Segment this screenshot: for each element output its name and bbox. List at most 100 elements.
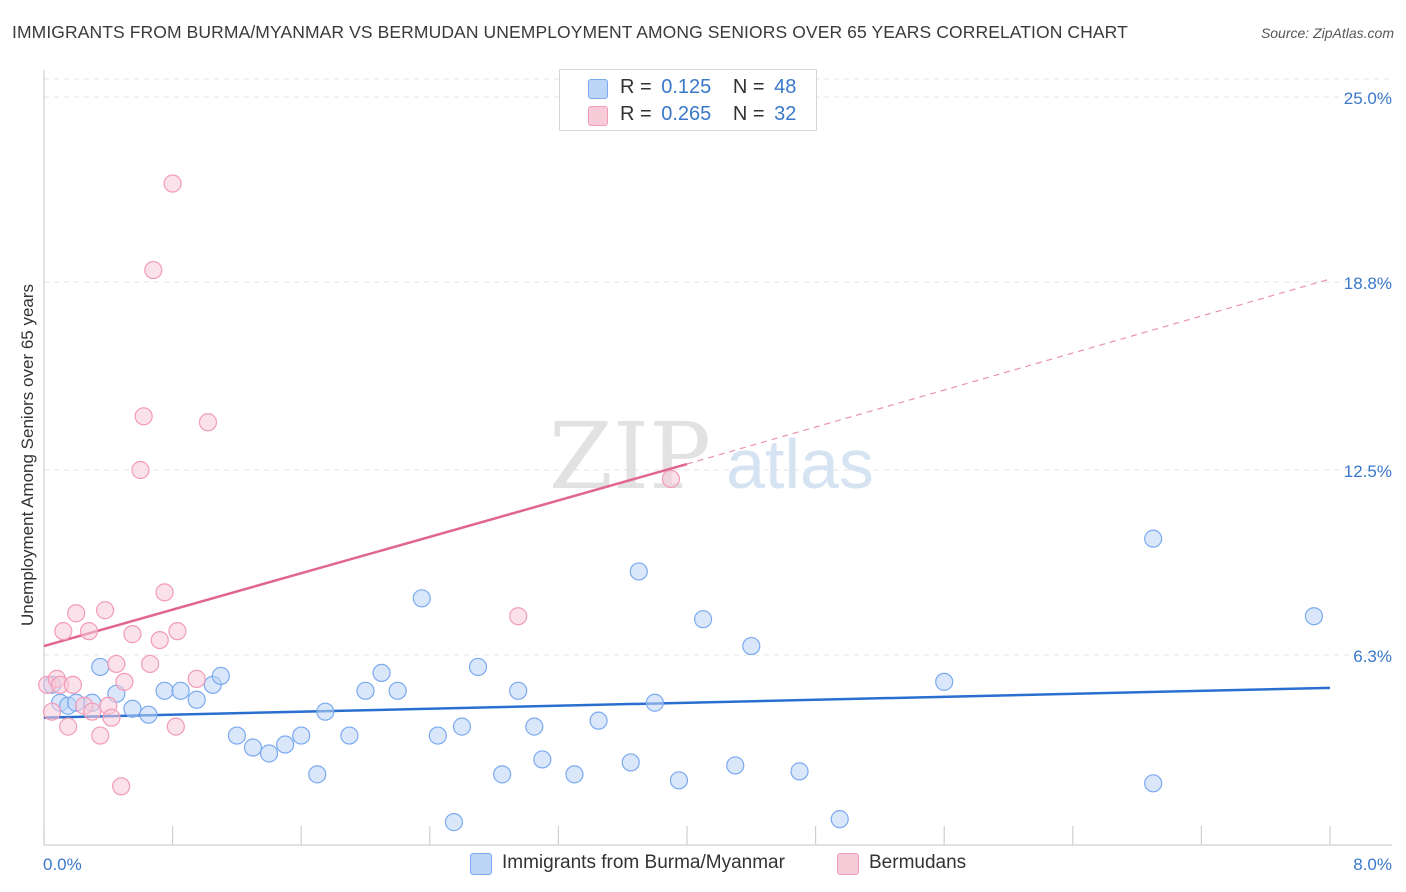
legend-r-label: R =	[620, 76, 652, 98]
point-bermudan	[199, 414, 216, 431]
point-bermudan	[55, 623, 72, 640]
point-burma	[389, 682, 406, 699]
legend-r-value: 0.125	[661, 76, 711, 98]
point-bermudan	[44, 703, 61, 720]
legend-n-value: 32	[774, 103, 796, 125]
point-bermudan	[510, 608, 527, 625]
bottom-legend-label-series2: Bermudans	[869, 852, 966, 874]
point-burma	[261, 745, 278, 762]
point-burma	[172, 682, 189, 699]
point-burma	[445, 814, 462, 831]
bottom-legend-swatch-blue	[470, 853, 492, 875]
point-bermudan	[64, 676, 81, 693]
trend-line-burma	[44, 688, 1330, 718]
point-bermudan	[145, 262, 162, 279]
point-burma	[309, 766, 326, 783]
point-bermudan	[151, 632, 168, 649]
point-burma	[743, 638, 760, 655]
legend-r-label: R =	[620, 103, 652, 125]
point-bermudan	[108, 655, 125, 672]
point-burma	[357, 682, 374, 699]
point-burma	[831, 811, 848, 828]
bottom-legend-label-series1: Immigrants from Burma/Myanmar	[502, 852, 785, 874]
point-burma	[341, 727, 358, 744]
legend: R = 0.125 N = 48 R = 0.265 N = 32	[559, 69, 817, 131]
point-bermudan	[188, 670, 205, 687]
y-tick-label: 6.3%	[1353, 647, 1392, 666]
point-burma	[1145, 530, 1162, 547]
point-bermudan	[103, 709, 120, 726]
point-bermudan	[167, 718, 184, 735]
point-bermudan	[97, 602, 114, 619]
point-burma	[92, 658, 109, 675]
point-burma	[695, 611, 712, 628]
point-burma	[510, 682, 527, 699]
legend-n-value: 48	[774, 76, 796, 98]
point-bermudan	[124, 626, 141, 643]
trend-line-bermudan	[44, 464, 687, 646]
watermark-zip: ZIP	[549, 403, 711, 510]
point-bermudan	[169, 623, 186, 640]
point-burma	[526, 718, 543, 735]
y-axis-label: Unemployment Among Seniors over 65 years	[18, 284, 38, 626]
bottom-legend-swatch-pink	[837, 853, 859, 875]
point-bermudan	[662, 470, 679, 487]
point-bermudan	[116, 673, 133, 690]
watermark-atlas: atlas	[726, 425, 874, 503]
point-bermudan	[84, 703, 101, 720]
point-burma	[373, 664, 390, 681]
point-burma	[413, 590, 430, 607]
point-burma	[429, 727, 446, 744]
legend-n-label: N =	[733, 103, 765, 125]
y-tick-label: 18.8%	[1344, 274, 1392, 293]
tick-labels: 6.3% 12.5% 18.8% 25.0% 0.0% 8.0%	[43, 89, 1392, 874]
point-bermudan	[142, 655, 159, 672]
point-burma	[124, 700, 141, 717]
y-tick-label: 12.5%	[1344, 462, 1392, 481]
point-burma	[140, 706, 157, 723]
point-bermudan	[81, 623, 98, 640]
point-bermudan	[156, 584, 173, 601]
point-burma	[566, 766, 583, 783]
point-burma	[317, 703, 334, 720]
chart-canvas: ZIP atlas 6.3% 12.5% 18.8% 25.0% 0.0% 8.0%	[0, 0, 1406, 892]
point-bermudan	[60, 718, 77, 735]
point-burma	[791, 763, 808, 780]
point-burma	[244, 739, 261, 756]
point-burma	[622, 754, 639, 771]
legend-n-label: N =	[733, 76, 765, 98]
point-bermudan	[113, 778, 130, 795]
legend-swatch-pink	[588, 106, 608, 126]
point-burma	[590, 712, 607, 729]
point-bermudan	[132, 462, 149, 479]
point-burma	[727, 757, 744, 774]
point-burma	[630, 563, 647, 580]
x-tick-label: 0.0%	[43, 855, 82, 874]
point-burma	[156, 682, 173, 699]
point-burma	[277, 736, 294, 753]
point-burma	[936, 673, 953, 690]
trend-line-bermudan-extension	[687, 279, 1330, 464]
point-burma	[534, 751, 551, 768]
point-burma	[470, 658, 487, 675]
point-burma	[670, 772, 687, 789]
point-burma	[453, 718, 470, 735]
legend-swatch-blue	[588, 79, 608, 99]
point-burma	[1145, 775, 1162, 792]
point-bermudan	[164, 175, 181, 192]
point-burma	[646, 694, 663, 711]
point-burma	[212, 667, 229, 684]
legend-r-value: 0.265	[661, 103, 711, 125]
point-bermudan	[92, 727, 109, 744]
point-burma	[293, 727, 310, 744]
grid-lines	[44, 79, 1392, 655]
point-bermudan	[68, 605, 85, 622]
point-bermudan	[135, 408, 152, 425]
point-burma	[1305, 608, 1322, 625]
point-burma	[494, 766, 511, 783]
y-tick-label: 25.0%	[1344, 89, 1392, 108]
axes	[44, 70, 1392, 845]
point-burma	[188, 691, 205, 708]
point-burma	[228, 727, 245, 744]
x-tick-label: 8.0%	[1353, 855, 1392, 874]
